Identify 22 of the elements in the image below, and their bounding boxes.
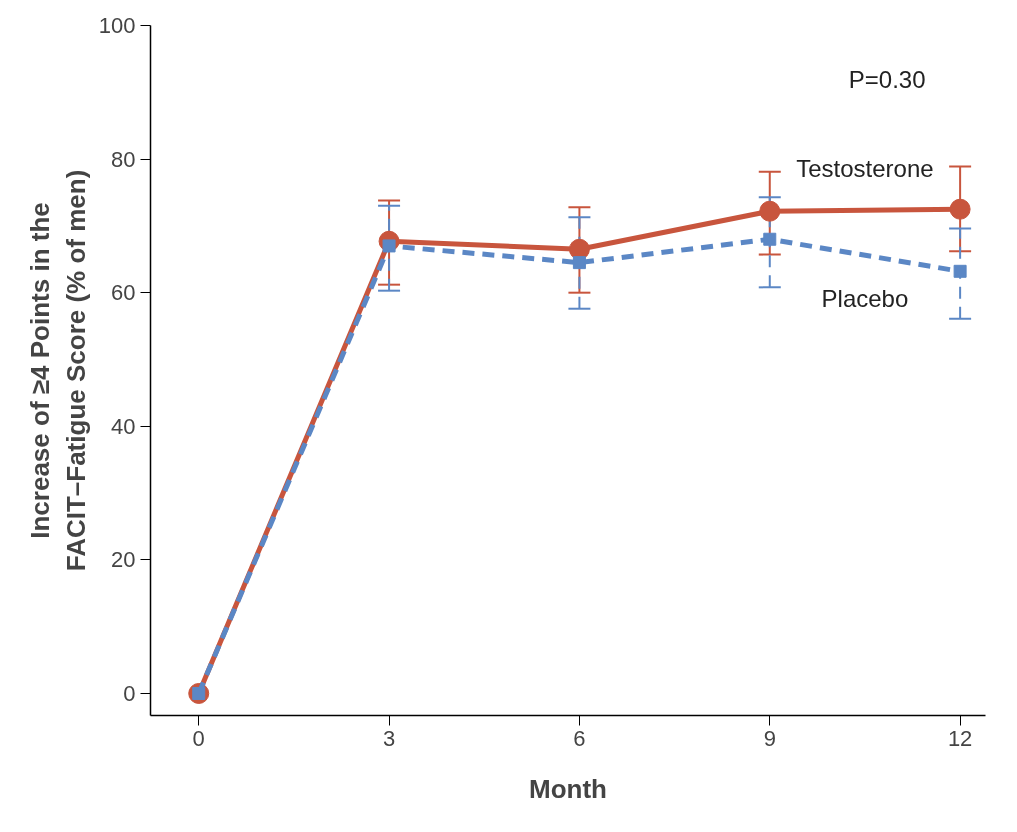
y-axis-title: Increase of ≥4 Points in the FACIT–Fatigue Score (% of men) [24, 169, 91, 572]
x-tick-label: 0 [192, 725, 205, 751]
x-axis-title: Month [529, 773, 607, 804]
point [572, 256, 586, 270]
point [763, 232, 777, 246]
y-tick-label: 40 [111, 413, 136, 439]
y-tick-label: 60 [111, 280, 136, 306]
x-tick-label: 12 [947, 725, 973, 751]
y-tick-label: 20 [111, 547, 136, 573]
x-tick-label: 6 [573, 725, 586, 751]
x-tick-label: 9 [763, 725, 776, 751]
x-tick-label: 3 [382, 725, 396, 751]
y-tick-label: 0 [123, 680, 136, 706]
point [759, 200, 781, 222]
y-tick-label: 100 [98, 13, 136, 38]
point [568, 238, 590, 260]
annotation: P=0.30 [848, 65, 926, 93]
series-label: Placebo [821, 285, 909, 313]
point [949, 198, 971, 220]
y-tick-label: 80 [111, 146, 136, 172]
point [953, 264, 967, 278]
series-label: Testosterone [796, 155, 934, 183]
